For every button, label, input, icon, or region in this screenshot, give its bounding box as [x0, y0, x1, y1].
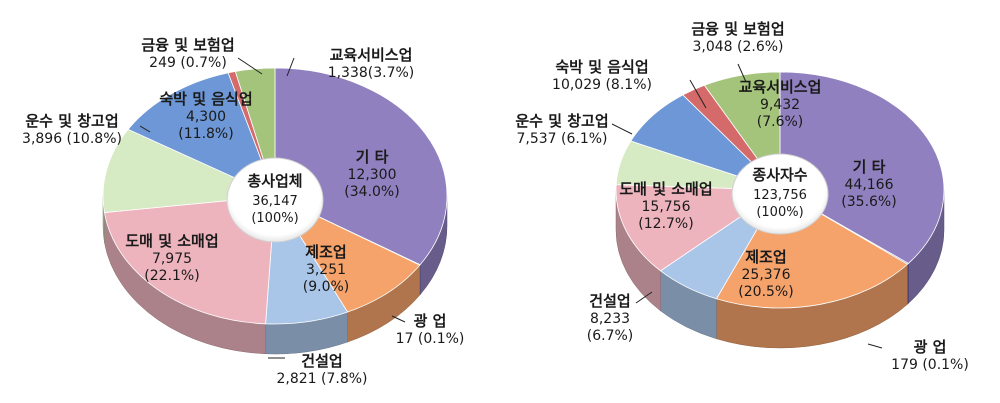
- slice-label-value-text: 9,432: [760, 97, 800, 113]
- slice-label-value-text: 1,338(3.7%): [328, 65, 415, 81]
- slice-label-name: 금융 및 보험업: [141, 36, 234, 54]
- leader-line: [139, 125, 151, 133]
- slice-label-name: 운수 및 창고업: [515, 112, 608, 130]
- slice-label-value-text: 7,537 (6.1%): [516, 131, 607, 147]
- pie-slice-도매-및-소매업: [103, 195, 276, 325]
- slice-label-name: 숙박 및 음식업: [555, 58, 648, 76]
- pie-slice-기-타: [779, 71, 945, 264]
- leader-line: [237, 57, 263, 75]
- slice-label-name: 교육서비스업: [739, 78, 822, 96]
- slice-label-value-text: 2,821 (7.8%): [276, 371, 367, 387]
- leader-line: [391, 315, 406, 323]
- pie-center-hole: [226, 157, 324, 243]
- slice-label-percent-text: (20.5%): [738, 284, 793, 300]
- slice-label-value-text: 17 (0.1%): [396, 331, 465, 347]
- pie-center-value: 36,147: [252, 194, 298, 209]
- pie-center-title: 종사자수: [752, 166, 807, 184]
- employee-count-pie: 종사자수 123,756 (100%) 기 타44,166(35.6%) 광 업179 …: [515, 20, 968, 373]
- slice-label-percent-text: (9.0%): [303, 279, 350, 295]
- slice-label-name: 건설업: [589, 292, 630, 310]
- slice-label-name: 제조업: [305, 243, 346, 261]
- slice-label-percent-text: (7.6%): [757, 114, 804, 130]
- pie-slice-숙박-및-음식업: [127, 72, 276, 197]
- slice-label-value-text: 3,251: [306, 262, 346, 278]
- slice-label-value-text: 4,300: [186, 109, 226, 125]
- slice-label-value-text: 12,300: [348, 167, 397, 183]
- slice-label-value-text: 8,233: [590, 311, 630, 327]
- slice-label-name: 기 타: [853, 158, 886, 176]
- slice-label-percent-text: (12.7%): [638, 216, 693, 232]
- slice-label-percent-text: (22.1%): [144, 268, 199, 284]
- slice-label-name: 도매 및 소매업: [125, 232, 218, 250]
- leader-line: [867, 343, 883, 349]
- slice-label-name: 광 업: [914, 338, 947, 356]
- leader-line: [737, 63, 747, 83]
- slice-label-name: 교육서비스업: [330, 46, 413, 64]
- pie-center-title: 총사업체: [247, 172, 302, 190]
- slice-label-name: 제조업: [745, 248, 786, 266]
- slice-label-name: 광 업: [414, 312, 447, 330]
- slice-label-percent-text: (6.7%): [587, 328, 634, 344]
- slice-label-value-text: 3,048 (2.6%): [692, 39, 783, 55]
- slice-label-name: 기 타: [356, 148, 389, 166]
- leader-line: [611, 123, 633, 135]
- slice-label-value-text: 179 (0.1%): [891, 357, 969, 373]
- slice-label-name: 도매 및 소매업: [619, 180, 712, 198]
- slice-label-percent-text: (11.8%): [178, 126, 233, 142]
- slice-label-value-text: 15,756: [642, 199, 691, 215]
- slice-label-name: 건설업: [301, 352, 342, 370]
- pie-center-hole: [731, 153, 829, 235]
- slice-label-value-text: 25,376: [742, 267, 791, 283]
- slice-label-percent-text: (35.6%): [841, 194, 896, 210]
- slice-label-name: 금융 및 보험업: [691, 20, 784, 38]
- leader-line: [689, 79, 707, 109]
- pie-center-percent: (100%): [756, 205, 803, 220]
- leader-line: [286, 57, 295, 77]
- business-count-pie: 총사업체 36,147 (100%) 기 타12,300(34.0%) 광 업17 (0…: [22, 36, 464, 387]
- slice-label-value-text: 3,896 (10.8%): [22, 131, 122, 147]
- slice-label-value-text: 10,029 (8.1%): [552, 77, 652, 93]
- slice-label-value-text: 249 (0.7%): [149, 55, 227, 71]
- slice-label-name: 숙박 및 음식업: [159, 90, 252, 108]
- leader-line: [635, 291, 653, 304]
- pie-center-percent: (100%): [251, 211, 298, 226]
- slice-label-value-text: 44,166: [845, 177, 894, 193]
- slice-label-percent-text: (34.0%): [344, 184, 399, 200]
- slice-label-value-text: 7,975: [152, 251, 192, 267]
- pie-center-value: 123,756: [753, 188, 807, 203]
- slice-label-name: 운수 및 창고업: [25, 112, 118, 130]
